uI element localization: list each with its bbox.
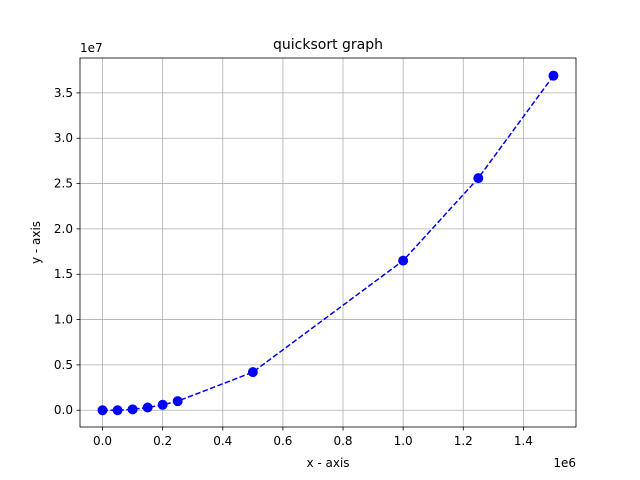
y-axis-label: y - axis <box>29 221 43 264</box>
x-tick-label: 0.6 <box>273 434 292 448</box>
data-point <box>398 255 409 266</box>
data-point <box>127 404 138 415</box>
data-point <box>247 367 258 378</box>
y-tick-label: 2.0 <box>54 222 73 236</box>
plot-frame <box>79 57 577 428</box>
data-point <box>112 405 123 416</box>
y-tick-label: 1.5 <box>54 267 73 281</box>
x-axis-offset-label: 1e6 <box>553 456 576 470</box>
series-layer <box>97 70 559 416</box>
y-tick-label: 0.0 <box>54 403 73 417</box>
y-tick-label: 2.5 <box>54 177 73 191</box>
x-axis-label: x - axis <box>306 456 349 470</box>
chart-title: quicksort graph <box>273 37 383 53</box>
x-tick-label: 0.4 <box>213 434 232 448</box>
data-point <box>473 173 484 184</box>
data-point <box>97 405 108 416</box>
y-axis-ticks: 0.0 0.5 1.0 1.5 2.0 2.5 3.0 3.5 <box>54 86 80 417</box>
y-tick-label: 0.5 <box>54 358 73 372</box>
x-tick-label: 1.2 <box>454 434 473 448</box>
data-point <box>157 399 168 410</box>
y-tick-label: 1.0 <box>54 313 73 327</box>
series-line <box>102 75 555 411</box>
x-tick-label: 0.2 <box>153 434 172 448</box>
x-tick-label: 1.4 <box>514 434 533 448</box>
x-tick-label: 0.0 <box>93 434 112 448</box>
data-point <box>172 396 183 407</box>
y-tick-label: 3.5 <box>54 86 73 100</box>
x-tick-label: 1.0 <box>394 434 413 448</box>
x-axis-ticks: 0.0 0.2 0.4 0.6 0.8 1.0 1.2 1.4 <box>93 427 533 448</box>
data-point <box>142 402 153 413</box>
data-point <box>548 70 559 81</box>
grid-lines <box>80 58 576 427</box>
y-axis-offset-label: 1e7 <box>80 41 103 55</box>
y-tick-label: 3.0 <box>54 131 73 145</box>
x-tick-label: 0.8 <box>333 434 352 448</box>
